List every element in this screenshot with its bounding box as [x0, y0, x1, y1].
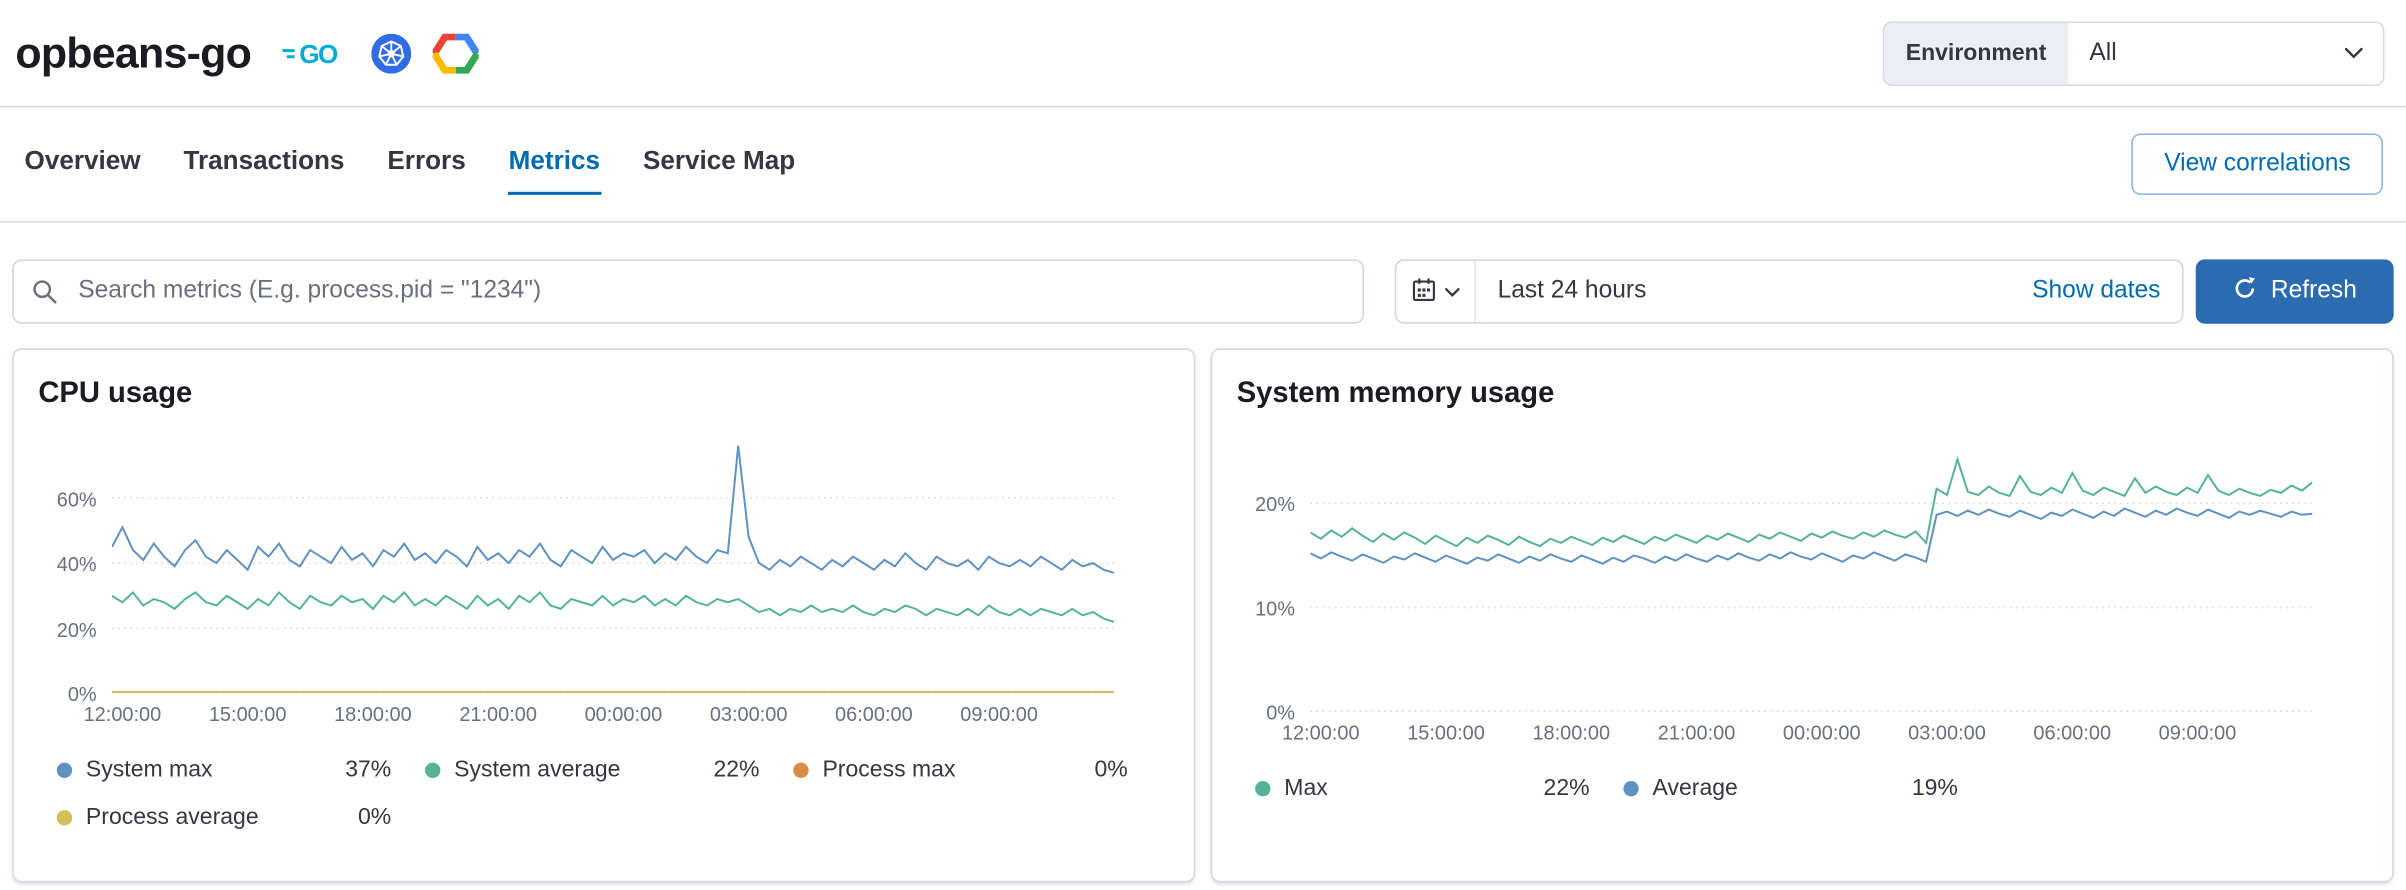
y-tick-label: 40% — [56, 552, 97, 576]
x-tick-label: 18:00:00 — [1532, 721, 1611, 745]
time-range-picker: Last 24 hours Show dates — [1394, 259, 2184, 324]
metrics-controls: Last 24 hours Show dates Refresh — [12, 259, 2394, 324]
x-tick-label: 21:00:00 — [459, 702, 537, 726]
legend-series-name: Process max — [822, 756, 956, 783]
x-axis-labels: 12:00:00 15:00:00 18:00:00 21:00:00 00:00:00… — [1282, 712, 2312, 746]
kubernetes-icon — [370, 32, 411, 73]
chevron-down-icon — [1443, 280, 1460, 303]
legend-dot-icon — [56, 761, 73, 778]
x-tick-label: 21:00:00 — [1657, 721, 1736, 745]
legend-series-value: 22% — [1543, 774, 1590, 801]
environment-label: Environment — [1884, 22, 2068, 84]
view-correlations-button[interactable]: View correlations — [2131, 133, 2383, 195]
chart-title-cpu: CPU usage — [38, 377, 193, 410]
x-tick-label: 09:00:00 — [960, 702, 1038, 726]
x-tick-label: 09:00:00 — [2158, 721, 2237, 745]
cpu-usage-panel: CPU usage 0% 20% 40% 60% 12:00:00 15:00:00 18… — [12, 348, 1196, 883]
cpu-chart-legend: System max 37% System average 22% Process ma… — [38, 746, 1169, 841]
tab-metrics[interactable]: Metrics — [507, 133, 602, 195]
memory-chart-legend: Max 22% Average 19% — [1237, 764, 2368, 812]
legend-series-name: Max — [1284, 774, 1328, 801]
y-tick-label: 20% — [1255, 492, 1296, 516]
search-icon — [32, 279, 57, 311]
environment-select[interactable]: All — [2089, 39, 2117, 66]
refresh-icon — [2233, 275, 2258, 307]
y-axis-labels: 0% 20% 40% 60% — [38, 433, 112, 706]
tab-service-map[interactable]: Service Map — [641, 133, 796, 194]
time-range-label[interactable]: Last 24 hours — [1497, 277, 1647, 304]
x-tick-label: 06:00:00 — [2033, 721, 2112, 745]
x-tick-label: 00:00:00 — [584, 702, 663, 726]
memory-usage-panel: System memory usage 0% 10% 20% 12:00:00 15:… — [1210, 348, 2394, 883]
service-header: opbeans-go GO — [0, 0, 2406, 108]
chevron-down-icon — [2343, 46, 2364, 60]
legend-dot-icon — [1623, 780, 1639, 796]
plot-area-wrap: 12:00:00 15:00:00 18:00:00 21:00:00 00:00:00… — [1282, 451, 2367, 746]
legend-series-name: Average — [1652, 774, 1738, 801]
legend-item-system-average[interactable]: System average 22% — [425, 746, 793, 794]
legend-item-process-max[interactable]: Process max 0% — [793, 746, 1161, 794]
memory-usage-chart[interactable]: 0% 10% 20% 12:00:00 15:00:00 18:00:00 21:00:0… — [1237, 451, 2368, 746]
legend-dot-icon — [425, 761, 441, 778]
x-tick-label: 03:00:00 — [709, 702, 788, 726]
legend-item-max[interactable]: Max 22% — [1255, 764, 1623, 812]
refresh-button-label: Refresh — [2270, 277, 2357, 304]
x-tick-label: 12:00:00 — [83, 702, 162, 726]
y-tick-label: 0% — [67, 682, 97, 706]
y-tick-label: 0% — [1266, 701, 1296, 725]
x-tick-label: 12:00:00 — [1281, 721, 1360, 745]
calendar-icon — [1411, 277, 1436, 306]
legend-series-value: 37% — [345, 756, 392, 783]
legend-item-process-average[interactable]: Process average 0% — [56, 793, 425, 841]
tab-errors[interactable]: Errors — [386, 133, 467, 194]
service-agent-icons: GO — [281, 32, 479, 73]
cpu-usage-chart[interactable]: 0% 20% 40% 60% 12:00:00 15:00:00 18:00:00 21:0… — [38, 433, 1169, 728]
search-box — [12, 259, 1365, 324]
x-tick-label: 15:00:00 — [1407, 721, 1485, 745]
search-metrics-input[interactable] — [12, 259, 1365, 324]
legend-series-value: 0% — [1094, 756, 1128, 783]
x-tick-label: 15:00:00 — [208, 702, 287, 726]
cpu-plot-area[interactable] — [111, 433, 1115, 694]
show-dates-link[interactable]: Show dates — [2032, 277, 2161, 304]
legend-item-system-max[interactable]: System max 37% — [56, 746, 425, 794]
legend-item-average[interactable]: Average 19% — [1623, 764, 1991, 812]
plot-area-wrap: 12:00:00 15:00:00 18:00:00 21:00:00 00:00:00… — [84, 433, 1169, 728]
y-tick-label: 10% — [1255, 596, 1296, 620]
x-tick-label: 18:00:00 — [334, 702, 412, 726]
environment-filter[interactable]: Environment All — [1882, 20, 2385, 86]
legend-series-value: 22% — [713, 756, 760, 783]
refresh-button[interactable]: Refresh — [2195, 259, 2394, 324]
y-axis-labels: 0% 10% 20% — [1237, 451, 1311, 725]
y-tick-label: 20% — [56, 617, 97, 641]
google-cloud-icon — [432, 32, 479, 73]
x-axis-labels: 12:00:00 15:00:00 18:00:00 21:00:00 00:00:00… — [84, 694, 1114, 728]
legend-dot-icon — [56, 809, 73, 825]
legend-series-value: 0% — [357, 804, 392, 831]
legend-dot-icon — [1255, 780, 1271, 796]
legend-series-name: Process average — [85, 804, 259, 831]
chart-title-memory: System memory usage — [1236, 377, 1555, 410]
go-logo-icon: GO — [281, 36, 350, 70]
date-picker-calendar-button[interactable] — [1396, 260, 1477, 323]
x-tick-label: 03:00:00 — [1908, 721, 1986, 745]
y-tick-label: 60% — [56, 487, 97, 511]
legend-dot-icon — [793, 761, 809, 778]
legend-series-value: 19% — [1911, 774, 1958, 801]
metrics-panels: CPU usage 0% 20% 40% 60% 12:00:00 15:00:00 18… — [0, 348, 2406, 883]
service-tabs: Overview Transactions Errors Metrics Ser… — [0, 107, 2406, 223]
x-tick-label: 06:00:00 — [835, 702, 913, 726]
memory-plot-area[interactable] — [1309, 451, 2313, 712]
page-title: opbeans-go — [15, 28, 252, 76]
legend-series-name: System average — [454, 756, 621, 783]
legend-series-name: System max — [85, 756, 213, 783]
x-tick-label: 00:00:00 — [1782, 721, 1861, 745]
tab-overview[interactable]: Overview — [23, 133, 142, 194]
svg-text:GO: GO — [299, 38, 338, 68]
tab-transactions[interactable]: Transactions — [182, 133, 346, 194]
